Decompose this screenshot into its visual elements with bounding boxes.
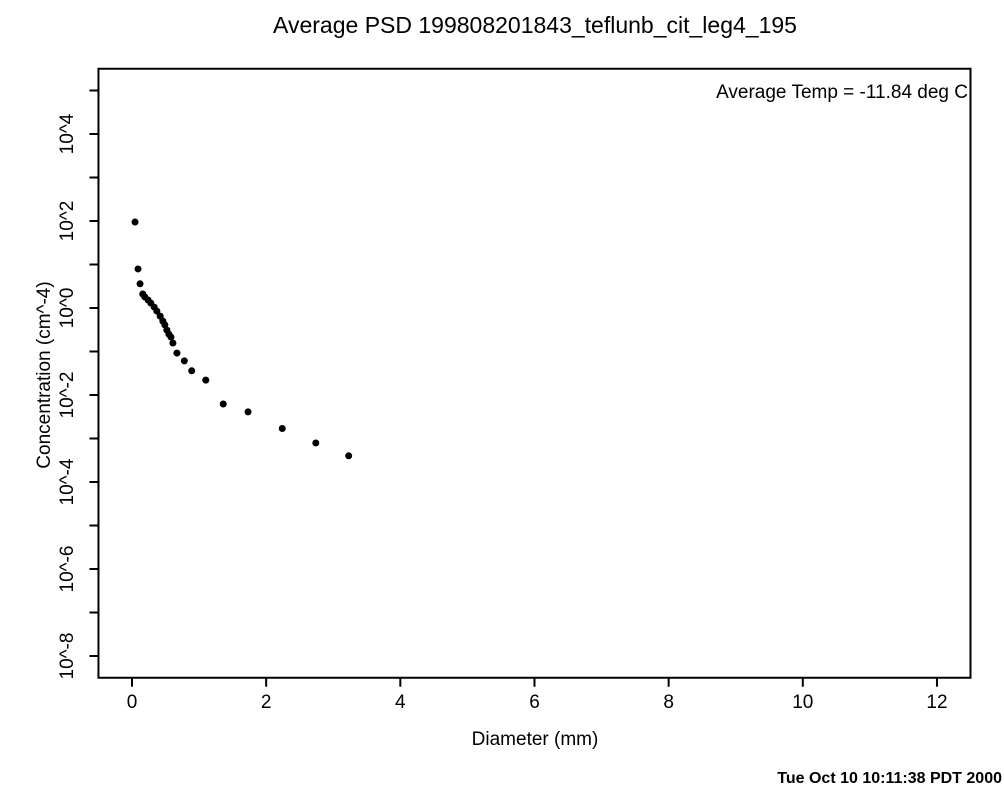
chart-title: Average PSD 199808201843_teflunb_cit_leg…: [273, 12, 797, 38]
y-tick-label: 10^-6: [57, 546, 78, 593]
data-point: [169, 339, 177, 347]
x-axis-label: Diameter (mm): [471, 729, 599, 750]
x-tick-label: 12: [926, 692, 947, 713]
data-point: [219, 400, 227, 408]
data-point: [134, 265, 142, 273]
data-point: [161, 321, 169, 329]
footer-timestamp: Tue Oct 10 10:11:38 PDT 2000: [777, 770, 1002, 787]
data-point: [180, 357, 188, 365]
x-tick-label: 10: [792, 692, 813, 713]
data-point: [131, 218, 139, 226]
data-point: [345, 452, 353, 460]
data-point: [278, 424, 286, 432]
y-tick-label: 10^0: [57, 288, 78, 329]
data-point: [173, 349, 181, 357]
data-point: [202, 376, 210, 384]
data-point: [153, 307, 161, 315]
data-point: [136, 280, 144, 288]
plot-box: [97, 67, 972, 679]
y-tick-label: 10^2: [57, 201, 78, 242]
data-point: [244, 408, 252, 416]
x-tick-label: 4: [395, 692, 406, 713]
x-tick-label: 8: [663, 692, 674, 713]
x-tick-label: 6: [529, 692, 540, 713]
x-tick-label: 0: [127, 692, 138, 713]
y-tick-label: 10^-2: [57, 372, 78, 419]
data-point: [167, 333, 175, 341]
y-tick-label: 10^-8: [57, 633, 78, 680]
y-tick-label: 10^4: [57, 113, 78, 154]
y-tick-label: 10^-4: [57, 458, 78, 505]
x-tick-label: 2: [261, 692, 272, 713]
data-point: [188, 367, 196, 375]
average-temp-annotation: Average Temp = -11.84 deg C: [716, 82, 968, 103]
data-point: [312, 439, 320, 447]
